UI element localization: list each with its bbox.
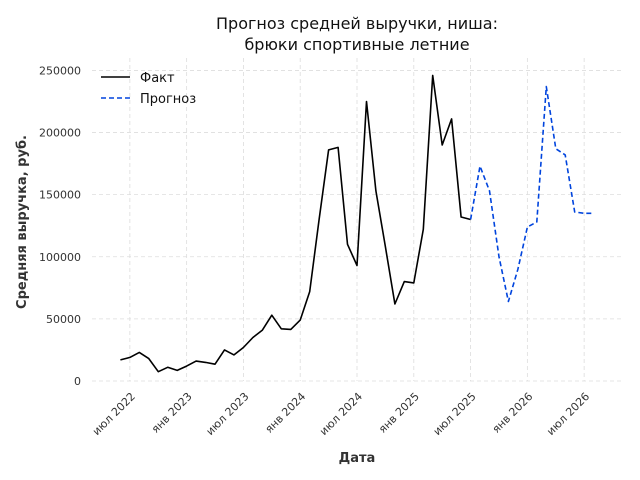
data-point-forecast xyxy=(545,85,547,87)
data-point-forecast xyxy=(507,300,509,302)
chart-title-line-1: Прогноз средней выручки, ниша: xyxy=(216,14,498,33)
x-axis-ticks: июл 2022 янв 2023 июл 2023 янв 2024 июл 2024… xyxy=(90,390,592,438)
data-point-forecast xyxy=(555,148,557,150)
data-point-fact xyxy=(318,218,320,220)
chart-title-line-2: брюки спортивные летние xyxy=(244,35,469,54)
x-tick-label: июл 2026 xyxy=(544,390,592,438)
data-point-forecast xyxy=(536,221,538,223)
data-point-fact xyxy=(129,356,131,358)
data-point-fact xyxy=(261,329,263,331)
x-tick-label: июл 2022 xyxy=(90,390,138,438)
data-point-fact xyxy=(233,354,235,356)
data-point-fact xyxy=(280,328,282,330)
data-point-fact xyxy=(356,264,358,266)
data-point-fact xyxy=(337,146,339,148)
data-point-fact xyxy=(119,359,121,361)
legend-label-forecast: Прогноз xyxy=(140,92,196,107)
data-point-fact xyxy=(185,365,187,367)
series-line-fact xyxy=(120,74,471,373)
data-point-fact xyxy=(413,282,415,284)
data-point-fact xyxy=(290,328,292,330)
x-tick-label: июл 2023 xyxy=(204,390,252,438)
y-tick-label: 200000 xyxy=(39,127,81,140)
data-point-fact xyxy=(422,228,424,230)
data-point-forecast xyxy=(574,211,576,213)
data-point-fact xyxy=(403,280,405,282)
x-tick-label: янв 2023 xyxy=(149,390,195,436)
data-point-fact xyxy=(327,149,329,151)
data-point-fact xyxy=(138,351,140,353)
data-point-fact xyxy=(432,74,434,76)
data-point-fact xyxy=(223,349,225,351)
series-line-forecast xyxy=(469,85,594,303)
series-lines xyxy=(119,74,594,373)
data-point-fact xyxy=(441,144,443,146)
data-point-forecast xyxy=(517,268,519,270)
data-point-fact xyxy=(394,303,396,305)
data-point-fact xyxy=(365,100,367,102)
data-point-forecast xyxy=(479,165,481,167)
data-point-forecast xyxy=(583,212,585,214)
data-point-fact xyxy=(157,371,159,373)
legend: Факт Прогноз xyxy=(101,71,196,107)
legend-label-fact: Факт xyxy=(140,71,175,86)
data-point-fact xyxy=(299,319,301,321)
x-axis-label: Дата xyxy=(339,451,376,466)
data-point-fact xyxy=(309,290,311,292)
y-axis-label: Средняя выручка, руб. xyxy=(15,135,30,309)
x-tick-label: янв 2025 xyxy=(376,390,422,436)
data-point-fact xyxy=(384,246,386,248)
data-point-fact xyxy=(167,366,169,368)
data-point-fact xyxy=(176,369,178,371)
data-point-fact xyxy=(271,314,273,316)
y-tick-label: 100000 xyxy=(39,251,81,264)
y-axis-ticks: 0 50000 100000 150000 200000 250000 xyxy=(39,64,81,388)
data-point-fact xyxy=(214,363,216,365)
data-point-forecast xyxy=(498,256,500,258)
y-tick-label: 0 xyxy=(74,375,81,388)
data-point-fact xyxy=(242,346,244,348)
data-point-forecast xyxy=(564,154,566,156)
y-tick-label: 250000 xyxy=(39,64,81,77)
x-tick-label: янв 2026 xyxy=(490,390,536,436)
data-point-forecast xyxy=(469,218,471,220)
data-point-fact xyxy=(204,361,206,363)
data-point-fact xyxy=(450,118,452,120)
data-point-fact xyxy=(148,357,150,359)
x-tick-label: июл 2025 xyxy=(431,390,479,438)
data-point-forecast xyxy=(526,226,528,228)
data-point-forecast xyxy=(592,212,594,214)
data-point-fact xyxy=(195,360,197,362)
x-tick-label: янв 2024 xyxy=(263,390,309,436)
data-point-fact xyxy=(346,243,348,245)
y-tick-label: 50000 xyxy=(46,313,81,326)
y-tick-label: 150000 xyxy=(39,189,81,202)
data-point-fact xyxy=(460,216,462,218)
data-point-forecast xyxy=(488,190,490,192)
x-tick-label: июл 2024 xyxy=(317,390,365,438)
data-point-fact xyxy=(375,190,377,192)
data-point-fact xyxy=(252,336,254,338)
